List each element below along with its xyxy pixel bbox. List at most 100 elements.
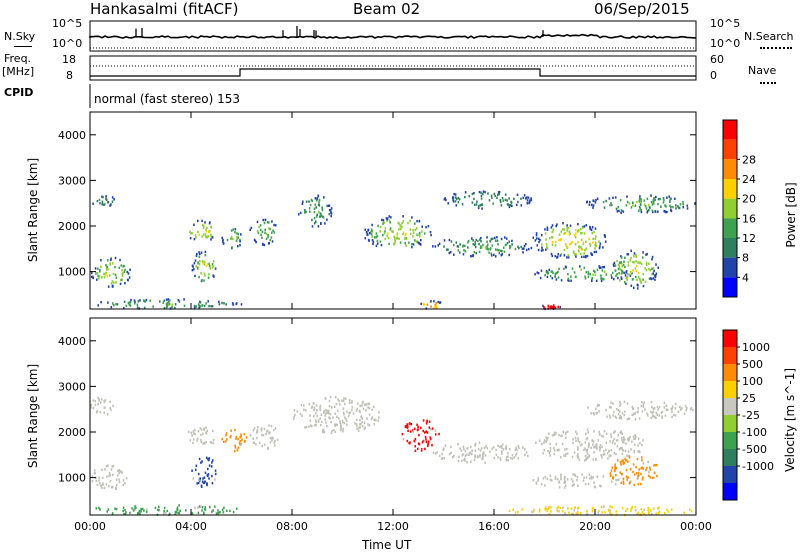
velocity-echo-pixel <box>258 441 261 444</box>
velocity-echo-pixel <box>274 427 277 430</box>
power-echo-pixel <box>556 223 558 226</box>
velocity-echo-pixel <box>234 444 236 447</box>
velocity-echo-region <box>587 400 694 421</box>
power-echo-pixel <box>204 233 207 236</box>
velocity-echo-pixel <box>576 432 578 436</box>
power-echo-pixel <box>613 277 615 281</box>
velocity-echo-pixel <box>621 452 624 456</box>
velocity-echo-pixel <box>347 414 350 418</box>
velocity-echo-pixel <box>341 419 344 423</box>
power-echo-pixel <box>610 274 613 277</box>
power-echo-pixel <box>205 230 207 233</box>
power-echo-region <box>221 228 242 250</box>
power-echo-pixel <box>541 246 543 249</box>
power-echo-pixel <box>202 260 204 263</box>
velocity-echo-pixel <box>293 417 295 420</box>
velocity-echo-pixel <box>683 412 686 415</box>
power-echo-pixel <box>612 196 614 199</box>
power-echo-pixel <box>644 267 646 270</box>
velocity-echo-pixel <box>101 486 103 490</box>
power-echo-pixel <box>457 196 460 200</box>
power-echo-pixel <box>125 304 128 308</box>
power-echo-pixel <box>618 261 621 264</box>
power-echo-pixel <box>625 282 627 286</box>
power-echo-pixel <box>545 248 547 251</box>
velocity-echo-pixel <box>239 436 241 439</box>
velocity-echo-pixel <box>648 471 650 474</box>
velocity-echo-pixel <box>626 507 629 511</box>
velocity-echo-pixel <box>650 410 652 413</box>
velocity-echo-pixel <box>464 459 466 462</box>
power-echo-pixel <box>297 213 300 216</box>
velocity-echo-pixel <box>428 420 431 423</box>
power-echo-pixel <box>635 269 638 273</box>
velocity-echo-pixel <box>597 439 600 442</box>
power-echo-pixel <box>237 232 240 236</box>
power-echo-pixel <box>491 237 493 240</box>
velocity-echo-pixel <box>198 457 201 461</box>
velocity-echo-pixel <box>608 455 611 458</box>
velocity-echo-pixel <box>655 463 658 467</box>
cpid-text: normal (fast stereo) 153 <box>94 92 241 106</box>
power-echo-pixel <box>423 303 426 306</box>
power-echo-pixel <box>526 202 529 205</box>
velocity-echo-pixel <box>556 509 558 513</box>
velocity-echo-pixel <box>515 446 517 450</box>
power-echo-pixel <box>600 279 603 283</box>
velocity-echo-pixel <box>313 408 315 412</box>
power-echo-pixel <box>523 247 525 250</box>
power-echo-pixel <box>563 254 566 257</box>
velocity-echo-pixel <box>110 408 112 412</box>
power-echo-pixel <box>195 254 198 257</box>
velocity-echo-pixel <box>477 447 480 451</box>
velocity-echo-pixel <box>202 442 204 445</box>
velocity-echo-pixel <box>577 446 579 449</box>
power-echo-pixel <box>308 200 310 203</box>
power-echo-pixel <box>636 200 638 204</box>
power-echo-pixel <box>486 236 488 239</box>
power-echo-pixel <box>380 243 383 247</box>
velocity-echo-pixel <box>423 440 426 443</box>
velocity-echo-pixel <box>570 478 573 481</box>
velocity-echo-pixel <box>661 415 663 418</box>
power-echo-pixel <box>545 243 548 246</box>
power-echo-pixel <box>273 231 276 234</box>
velocity-echo-pixel <box>620 463 622 466</box>
velocity-echo-pixel <box>99 484 102 488</box>
velocity-echo-pixel <box>349 411 351 414</box>
velocity-echo-pixel <box>103 400 105 403</box>
velocity-echo-pixel <box>634 434 637 437</box>
power-echo-pixel <box>614 269 617 272</box>
velocity-echo-pixel <box>590 446 592 450</box>
power-echo-pixel <box>579 246 581 249</box>
power-echo-pixel <box>647 204 650 207</box>
velocity-echo-pixel <box>576 476 579 479</box>
velocity-echo-pixel <box>671 415 673 419</box>
power-echo-pixel <box>575 255 577 258</box>
power-echo-pixel <box>412 228 414 232</box>
power-y-tick-label: 3000 <box>58 174 86 187</box>
velocity-echo-pixel <box>135 506 137 509</box>
power-echo-pixel <box>666 196 668 199</box>
power-echo-pixel <box>250 226 253 230</box>
power-echo-region <box>92 195 115 207</box>
power-echo-pixel <box>237 245 239 248</box>
velocity-echo-pixel <box>327 412 330 415</box>
power-echo-pixel <box>615 274 617 278</box>
power-echo-pixel <box>386 217 389 220</box>
power-echo-pixel <box>509 246 511 250</box>
power-echo-pixel <box>454 200 457 203</box>
velocity-echo-pixel <box>637 444 639 447</box>
velocity-echo-pixel <box>584 441 587 444</box>
power-echo-pixel <box>183 298 185 301</box>
velocity-echo-pixel <box>406 439 409 443</box>
power-echo-pixel <box>191 269 194 272</box>
power-colorbar-tick-label: 20 <box>742 193 756 206</box>
power-echo-pixel <box>417 233 419 236</box>
power-echo-pixel <box>594 241 597 245</box>
velocity-echo-pixel <box>453 455 455 458</box>
power-echo-pixel <box>558 233 561 236</box>
power-echo-pixel <box>620 277 623 280</box>
power-echo-pixel <box>526 199 529 202</box>
power-echo-pixel <box>626 275 629 279</box>
